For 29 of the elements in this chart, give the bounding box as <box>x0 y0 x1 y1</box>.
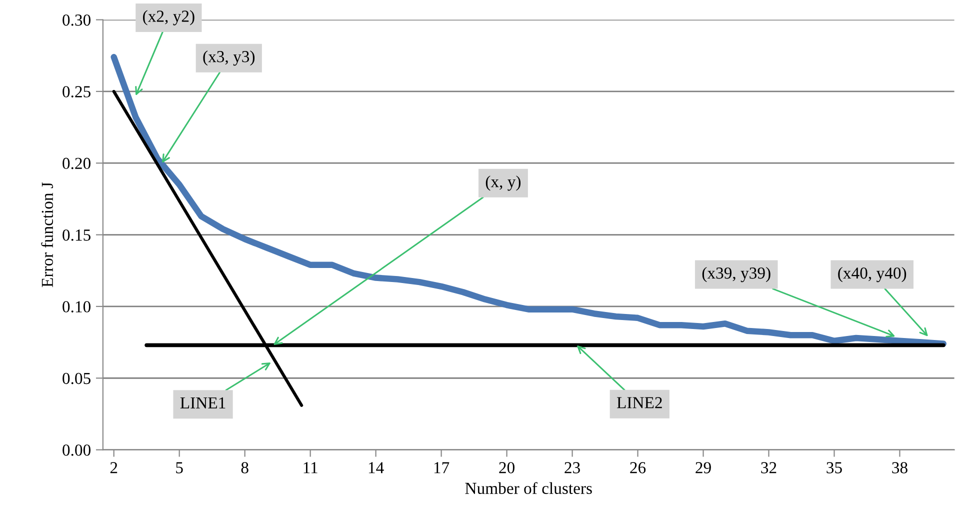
annotation: (x39, y39) <box>702 266 770 282</box>
x-tick-label: 2 <box>110 462 118 474</box>
y-tick-label: 0.00 <box>62 444 90 456</box>
x-tick-label: 20 <box>499 462 514 474</box>
y-tick-label: 0.15 <box>62 229 90 241</box>
x-tick-label: 35 <box>826 462 842 474</box>
x-tick-label: 38 <box>892 462 908 474</box>
annotation: LINE1 <box>180 397 226 408</box>
x-tick-label: 8 <box>241 462 248 474</box>
annotation: (x2, y2) <box>143 10 194 26</box>
x-tick-label: 5 <box>176 462 183 474</box>
y-tick-label: 0.25 <box>62 86 90 98</box>
x-tick-label: 14 <box>368 462 384 474</box>
x-tick-label: 29 <box>696 462 711 474</box>
y-axis-title: Error function J <box>41 182 54 288</box>
x-tick-label: 23 <box>564 462 580 474</box>
x-tick-label: 32 <box>761 462 776 474</box>
y-tick-label: 0.20 <box>62 158 90 170</box>
annotation: (x, y) <box>486 176 521 191</box>
annotation: (x40, y40) <box>838 266 906 282</box>
y-tick-label: 0.05 <box>62 372 90 384</box>
y-tick-label: 0.10 <box>62 301 90 312</box>
x-tick-label: 26 <box>630 462 646 474</box>
y-tick-label: 0.30 <box>62 14 90 26</box>
annotation: (x3, y3) <box>203 50 255 66</box>
x-tick-label: 17 <box>434 462 450 474</box>
annotation: LINE2 <box>616 397 662 408</box>
x-axis-title: Number of clusters <box>465 482 592 494</box>
x-tick-label: 11 <box>304 462 318 474</box>
